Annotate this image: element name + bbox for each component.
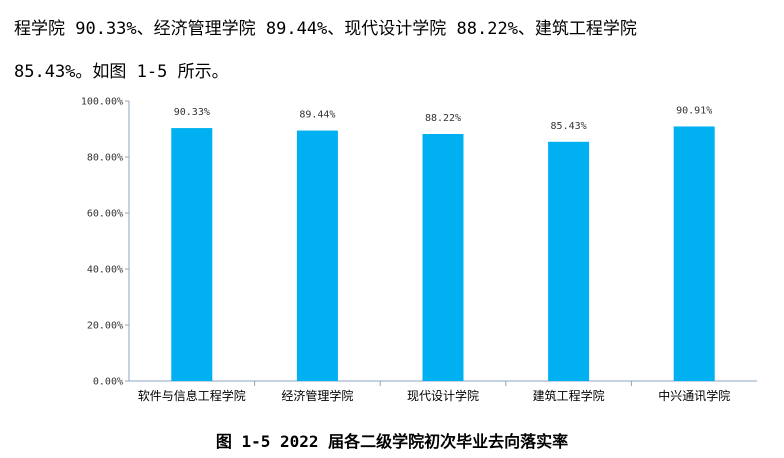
data-label: 89.44% bbox=[299, 110, 335, 121]
bar-1 bbox=[171, 128, 213, 381]
x-category-label: 现代设计学院 bbox=[407, 388, 479, 403]
bar-4 bbox=[548, 141, 590, 381]
data-label: 90.91% bbox=[676, 105, 712, 116]
paragraph-line-2: 85.43%。如图 1-5 所示。 bbox=[14, 62, 229, 82]
data-label: 90.33% bbox=[174, 107, 210, 118]
y-tick-label: 20.00% bbox=[87, 321, 123, 332]
bar-chart: 0.00% 20.00% 40.00% 60.00% 80.00% 100.00% 90.3… bbox=[81, 97, 757, 403]
x-category-label: 经济管理学院 bbox=[281, 388, 353, 403]
paragraph-line-1: 程学院 90.33%、经济管理学院 89.44%、现代设计学院 88.22%、建… bbox=[14, 19, 637, 39]
y-tick-label: 100.00% bbox=[81, 97, 123, 108]
bar-3 bbox=[422, 133, 464, 381]
x-category-label: 建筑工程学院 bbox=[533, 388, 605, 403]
y-tick-label: 40.00% bbox=[87, 265, 123, 276]
data-label: 88.22% bbox=[425, 113, 461, 124]
x-category-label: 软件与信息工程学院 bbox=[138, 388, 246, 403]
y-tick-label: 60.00% bbox=[87, 209, 123, 220]
bar-5 bbox=[673, 126, 715, 382]
bar-2 bbox=[296, 130, 338, 381]
data-label: 85.43% bbox=[551, 121, 587, 132]
y-tick-label: 80.00% bbox=[87, 153, 123, 164]
figure-caption: 图 1-5 2022 届各二级学院初次毕业去向落实率 bbox=[215, 432, 569, 451]
x-category-label: 中兴通讯学院 bbox=[658, 388, 730, 403]
y-tick-label: 0.00% bbox=[93, 377, 123, 388]
